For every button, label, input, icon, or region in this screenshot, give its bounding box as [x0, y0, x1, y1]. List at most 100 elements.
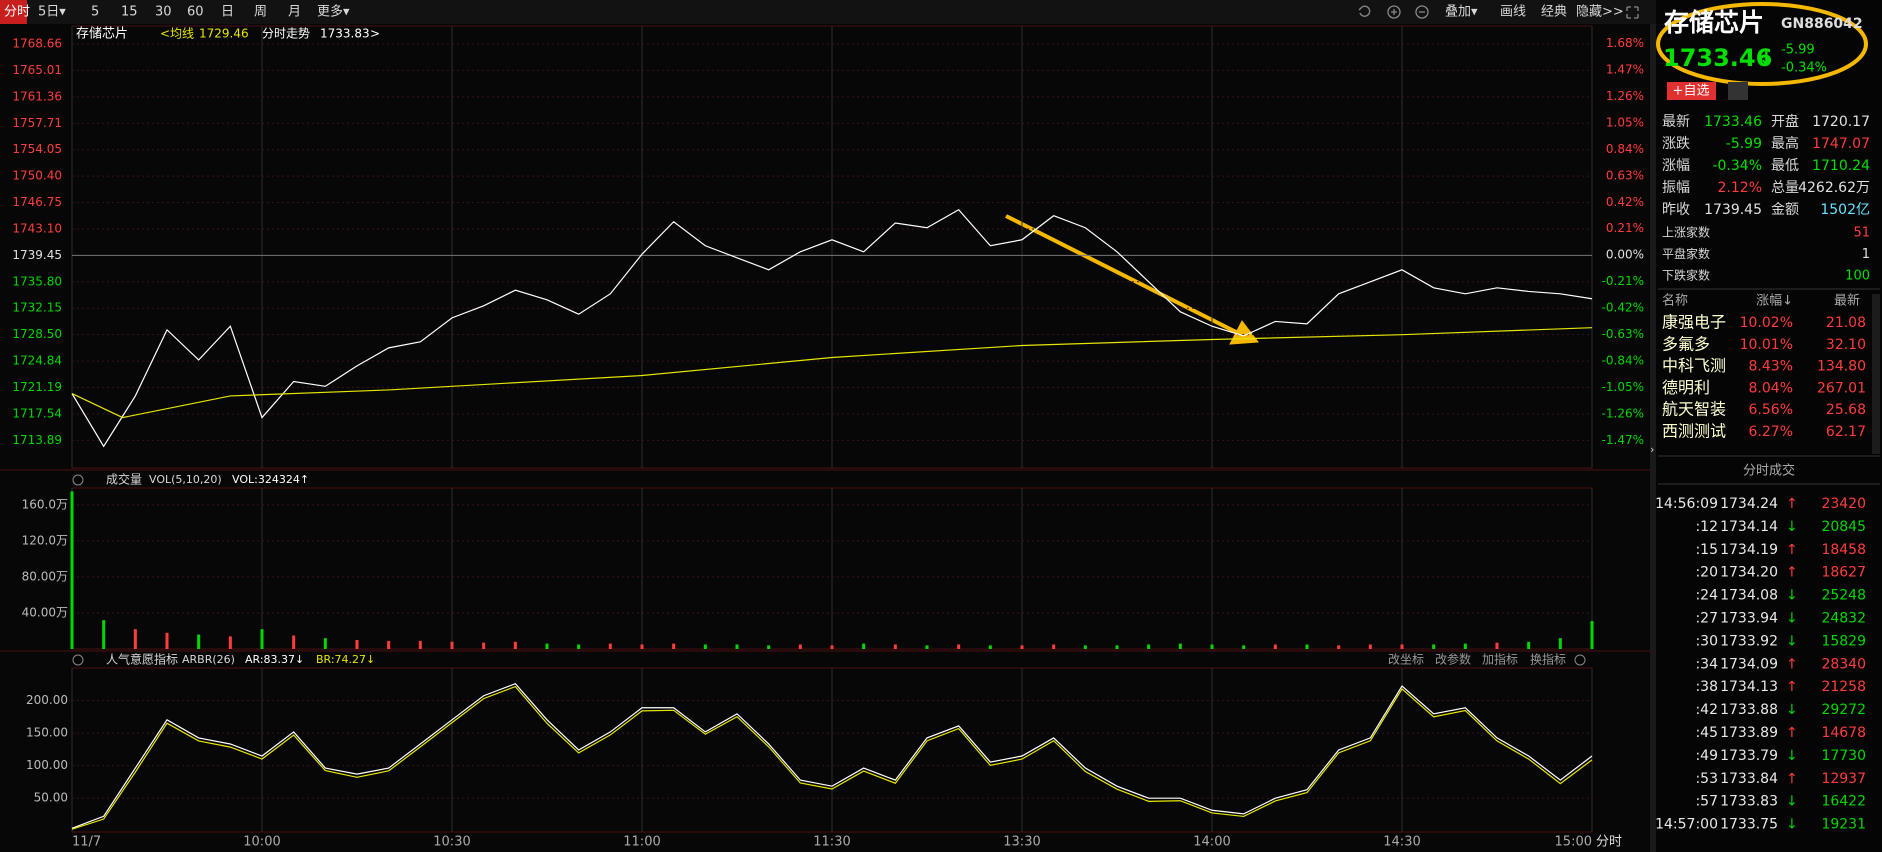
- toolbar-tab[interactable]: 更多▾: [317, 4, 350, 20]
- stock-change: 8.04%: [1749, 380, 1793, 396]
- toolbar-tab[interactable]: 60: [187, 5, 204, 20]
- volume-bar: [1178, 643, 1182, 649]
- volume-bar: [1052, 644, 1056, 649]
- toolbar-button[interactable]: 隐藏>>: [1576, 5, 1624, 20]
- help-icon[interactable]: [72, 654, 84, 666]
- volume-bar: [133, 629, 137, 649]
- y-tick-label: 1724.84: [12, 354, 62, 368]
- trade-volume: 16422: [1821, 794, 1866, 810]
- list-header[interactable]: 名称: [1662, 293, 1688, 309]
- y-tick-label: 1757.71: [12, 116, 62, 130]
- toolbar-icons[interactable]: [1358, 5, 1639, 19]
- x-tick-label: 13:30: [1003, 835, 1040, 850]
- list-header[interactable]: 涨幅↓: [1756, 294, 1793, 309]
- scrollbar[interactable]: [1872, 294, 1880, 454]
- stock-change: 6.56%: [1749, 402, 1793, 418]
- trades-title: 分时成交: [1743, 463, 1795, 479]
- splitter-arrow[interactable]: ›: [1650, 443, 1654, 456]
- toolbar-tab[interactable]: 日: [221, 5, 234, 20]
- stock-name[interactable]: 德明利: [1662, 378, 1710, 397]
- quote-label: 最高: [1771, 135, 1799, 152]
- zoom-out-icon[interactable]: [1415, 5, 1429, 19]
- toolbar-tab[interactable]: 周: [254, 5, 267, 20]
- quote-arrow: ↓: [1758, 46, 1775, 70]
- volume-bar: [387, 640, 391, 649]
- x-tick-label: 11/7: [72, 835, 101, 850]
- toolbar-button[interactable]: 画线: [1500, 5, 1526, 20]
- volume-bar: [165, 632, 169, 649]
- help-icon[interactable]: [72, 474, 84, 486]
- y2-tick-label: -1.05%: [1602, 380, 1644, 394]
- volume-bar: [1368, 644, 1372, 649]
- panel-params: VOL(5,10,20): [149, 473, 222, 486]
- trade-price: 1733.83: [1720, 794, 1778, 810]
- trade-direction: ↑: [1786, 565, 1798, 581]
- volume-bar: [355, 639, 359, 649]
- more-link[interactable]: >: [370, 27, 380, 41]
- volume-bar: [1495, 642, 1499, 649]
- stock-name[interactable]: 航天智装: [1662, 400, 1726, 419]
- y-tick-label: 1721.19: [12, 380, 62, 394]
- price-line: [71, 682, 1593, 829]
- close-icon[interactable]: [1574, 654, 1586, 666]
- x-tick-label: 14:00: [1193, 835, 1230, 850]
- toolbar-tab[interactable]: 15: [121, 5, 138, 20]
- price-line: [71, 685, 1593, 830]
- panel-button[interactable]: 换指标: [1530, 652, 1566, 667]
- toolbar-tab[interactable]: 5: [91, 5, 99, 20]
- splitter[interactable]: [1650, 24, 1656, 852]
- toolbar-tab[interactable]: 分时: [4, 5, 30, 20]
- panel-button[interactable]: 改参数: [1435, 652, 1471, 667]
- stock-name[interactable]: 中科飞测: [1662, 356, 1726, 375]
- trade-time: :38: [1695, 679, 1718, 695]
- stock-name[interactable]: 西测测试: [1662, 422, 1726, 441]
- stock-change: 8.43%: [1749, 359, 1793, 375]
- y-tick-label: 200.00: [26, 693, 68, 707]
- trade-direction: ↓: [1786, 519, 1798, 535]
- volume-bar: [1020, 645, 1024, 649]
- toolbar-tab[interactable]: 月: [288, 5, 301, 20]
- y2-tick-label: 0.00%: [1606, 248, 1644, 262]
- toolbar-button[interactable]: 经典: [1541, 5, 1567, 20]
- trade-price: 1733.88: [1720, 702, 1778, 718]
- volume-bar: [1400, 644, 1404, 649]
- watch-button[interactable]: [1667, 82, 1716, 100]
- trade-direction: ↓: [1786, 702, 1798, 718]
- x-tick-label: 11:30: [813, 835, 850, 850]
- list-header[interactable]: 最新: [1834, 293, 1860, 309]
- breadth-label: 平盘家数: [1662, 246, 1710, 261]
- trade-price: 1733.75: [1720, 817, 1778, 833]
- trade-direction: ↑: [1786, 679, 1798, 695]
- quote-label: 最低: [1771, 158, 1799, 174]
- trade-direction: ↑: [1786, 771, 1798, 787]
- trade-direction: ↑: [1786, 725, 1798, 741]
- toolbar-tab[interactable]: 5日▾: [38, 5, 66, 20]
- toolbar-tab[interactable]: 30: [155, 5, 172, 20]
- volume-bar: [197, 634, 201, 649]
- panel-button[interactable]: 加指标: [1482, 652, 1518, 667]
- trend-label: 分时走势: [262, 27, 310, 41]
- volume-bar: [1305, 644, 1309, 649]
- y-tick-label: 1743.10: [12, 221, 62, 235]
- quote-change: -5.99: [1781, 43, 1815, 58]
- stock-change: 6.27%: [1749, 424, 1793, 440]
- stock-name[interactable]: 多氟多: [1662, 334, 1710, 353]
- menu-button[interactable]: [1728, 82, 1748, 100]
- stock-name[interactable]: 康强电子: [1662, 313, 1726, 332]
- trade-time: 14:57:00: [1655, 817, 1718, 833]
- y2-tick-label: 0.63%: [1606, 168, 1644, 182]
- panel-button[interactable]: 改坐标: [1388, 653, 1424, 667]
- watch-label[interactable]: +自选: [1673, 84, 1710, 99]
- zoom-in-icon[interactable]: [1387, 5, 1401, 19]
- stock-price: 25.68: [1826, 402, 1866, 418]
- y-tick-label: 80.00万: [22, 569, 68, 583]
- y-tick-label: 40.00万: [22, 605, 68, 619]
- toolbar-button[interactable]: 叠加▾: [1445, 5, 1478, 20]
- undo-icon[interactable]: [1358, 5, 1371, 17]
- fullscreen-icon[interactable]: [1626, 6, 1639, 19]
- y-tick-label: 1765.01: [12, 63, 62, 77]
- quote-label: 总量: [1771, 180, 1799, 196]
- trade-volume: 18627: [1821, 565, 1866, 581]
- volume-bar: [70, 491, 74, 649]
- y-tick-label: 1746.75: [12, 195, 62, 209]
